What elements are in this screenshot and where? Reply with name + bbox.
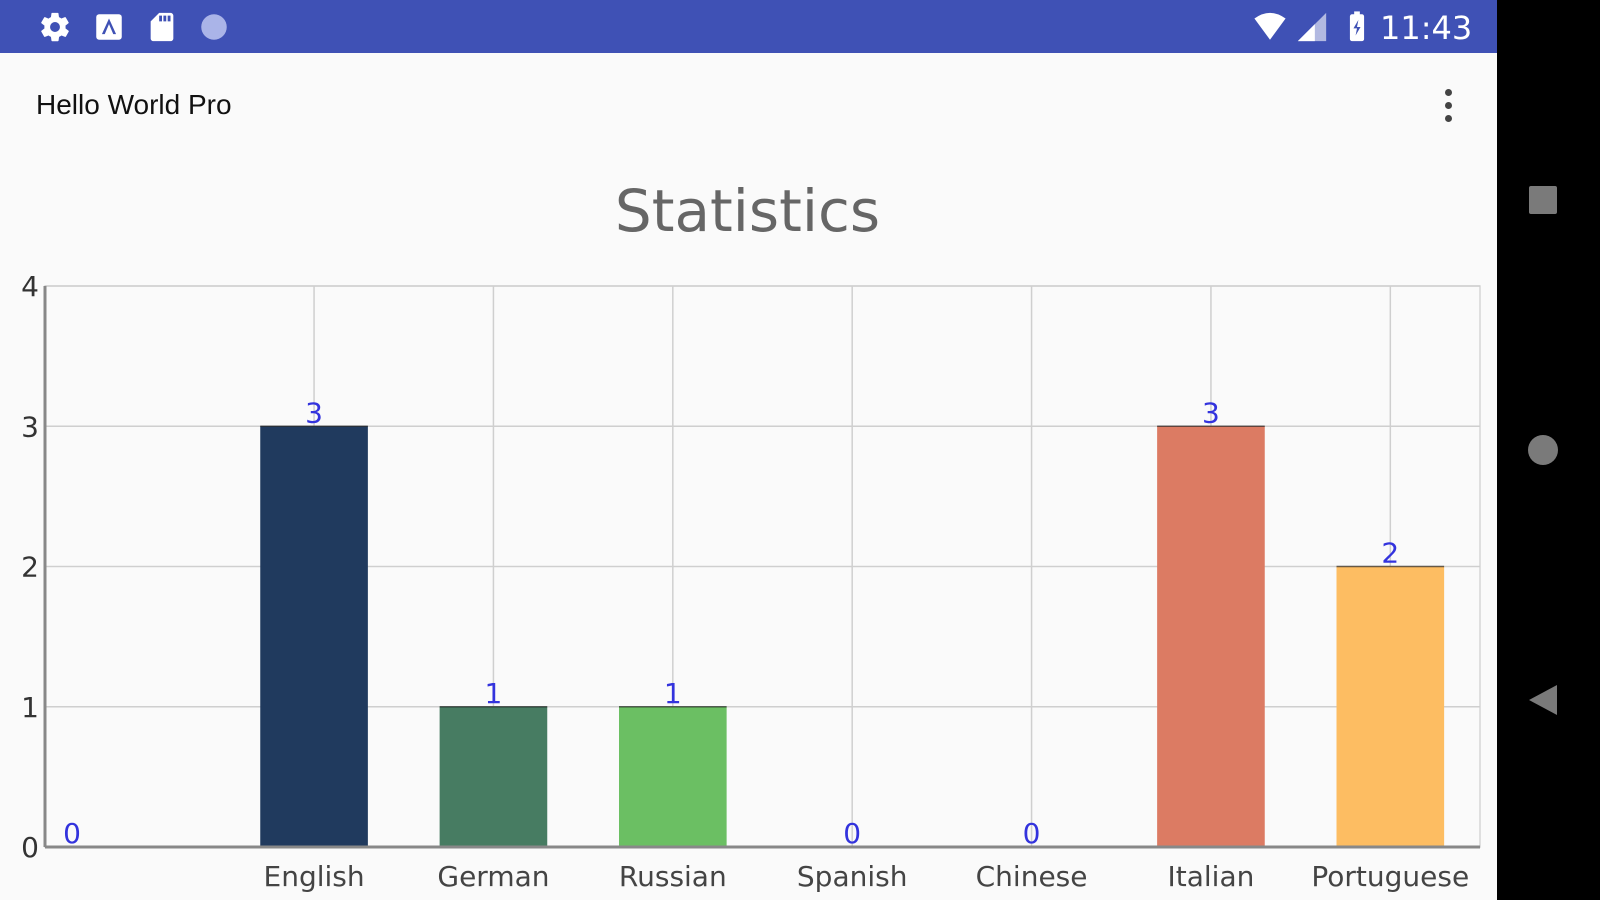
back-triangle-icon[interactable]: [1527, 684, 1559, 716]
x-tick-label: Chinese: [976, 860, 1088, 893]
y-tick-label: 3: [21, 410, 39, 443]
app-title: Hello World Pro: [36, 89, 232, 120]
bar-value-label: 3: [305, 396, 323, 429]
x-tick-label: Portuguese: [1311, 860, 1469, 893]
settings-icon: [41, 12, 69, 42]
status-bar: 11:43: [0, 0, 1497, 53]
x-tick-label: Russian: [619, 860, 727, 893]
recents-square-icon[interactable]: [1527, 184, 1559, 216]
more-vert-icon[interactable]: [1430, 83, 1466, 127]
status-time: 11:43: [1380, 9, 1473, 47]
cell-signal-icon: [1297, 12, 1327, 42]
x-tick-label: English: [264, 860, 365, 893]
x-tick-label: Spanish: [797, 860, 908, 893]
bar-value-label: 0: [63, 817, 81, 850]
bar-value-label: 1: [485, 677, 503, 710]
bar: [1336, 566, 1445, 847]
bar-value-label: 3: [1202, 396, 1220, 429]
bar-value-label: 1: [664, 677, 682, 710]
app-content: Hello World Pro Statistics 0 1 2 3 4 0 3 1 1 0 0 3 2 E…: [0, 53, 1497, 900]
bar: [260, 426, 368, 847]
y-tick-label: 2: [21, 551, 39, 584]
bar-value-label: 0: [1023, 817, 1041, 850]
home-circle-icon[interactable]: [1527, 434, 1559, 466]
circle-icon: [201, 14, 227, 40]
navigation-bar: [1497, 0, 1600, 900]
battery-icon: [1349, 11, 1365, 42]
bar: [439, 706, 548, 847]
y-tick-label: 0: [21, 831, 39, 864]
bar-value-label: 2: [1381, 537, 1399, 570]
store-icon: [96, 14, 122, 40]
sd-card-icon: [150, 12, 174, 42]
chart-title: Statistics: [615, 177, 880, 245]
x-tick-label: Italian: [1168, 860, 1255, 893]
bar-value-label: 0: [843, 817, 861, 850]
bar: [619, 706, 727, 847]
y-tick-label: 1: [21, 691, 39, 724]
y-tick-label: 4: [21, 270, 39, 303]
x-tick-label: German: [437, 860, 549, 893]
wifi-icon: [1254, 12, 1286, 40]
bar: [1157, 426, 1265, 847]
